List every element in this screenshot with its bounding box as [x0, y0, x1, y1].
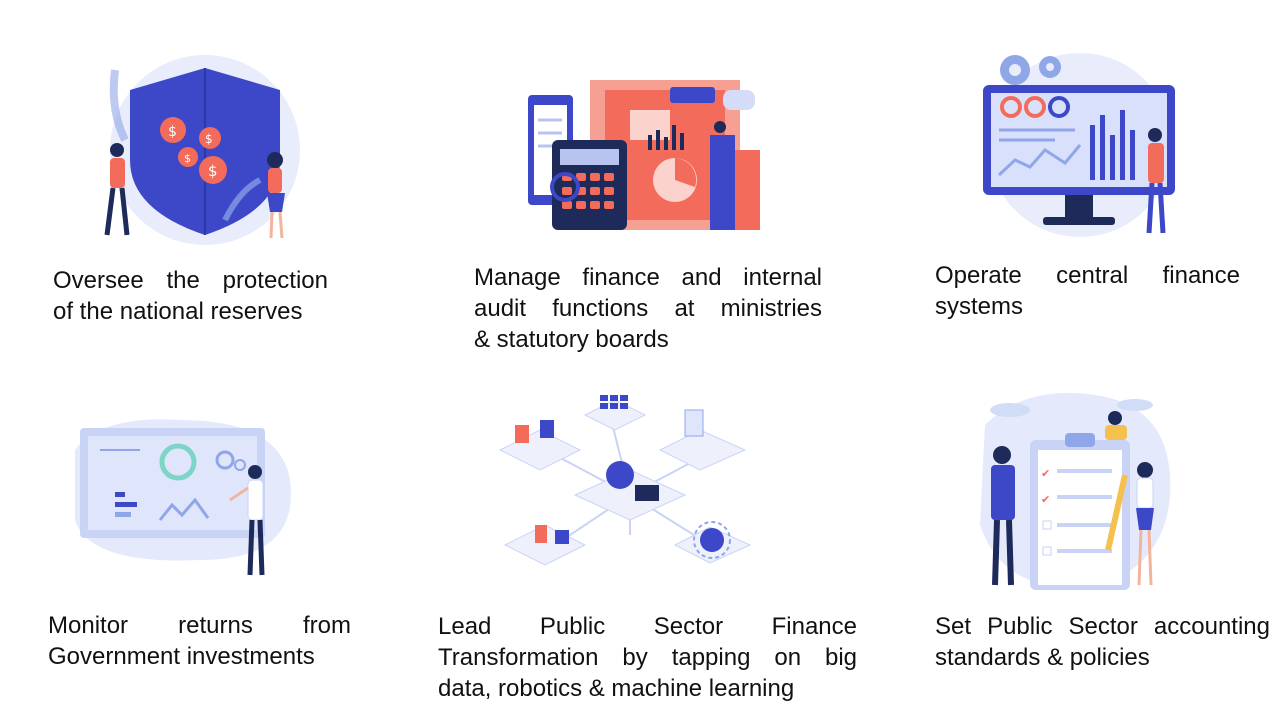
- caption-line: Government investments: [48, 643, 315, 670]
- caption-line: Manage finance and internal: [474, 264, 822, 291]
- card-caption: Lead Public Sector Finance Transformatio…: [438, 611, 857, 704]
- digital-transformation-icon: [495, 385, 765, 580]
- finance-audit-icon: [520, 75, 770, 235]
- svg-text:$: $: [184, 152, 191, 165]
- shield-reserves-icon: $ $ $ $: [95, 50, 310, 245]
- caption-line: data, robotics & machine learning: [438, 675, 795, 702]
- caption-line: systems: [935, 293, 1024, 320]
- investment-monitor-icon: [60, 410, 300, 580]
- caption-line: audit functions at ministries: [474, 295, 822, 322]
- caption-line: Set Public Sector accounting: [935, 613, 1270, 640]
- caption-line: standards & policies: [935, 644, 1150, 671]
- caption-line: & statutory boards: [474, 326, 669, 353]
- caption-line: Monitor returns from: [48, 612, 351, 639]
- standards-checklist-icon: ✔ ✔: [965, 385, 1180, 595]
- card-caption: Monitor returns from Government investme…: [48, 610, 351, 672]
- caption-line: Lead Public Sector Finance: [438, 613, 857, 640]
- svg-text:✔: ✔: [1041, 467, 1050, 480]
- caption-line: Transformation by tapping on big: [438, 644, 857, 671]
- svg-text:$: $: [168, 124, 177, 140]
- caption-line: Operate central finance: [935, 262, 1240, 289]
- card-caption: Oversee the protection of the national r…: [53, 265, 328, 327]
- svg-text:✔: ✔: [1041, 493, 1050, 506]
- caption-line: Oversee the protection: [53, 267, 328, 294]
- card-caption: Operate central finance systems: [935, 260, 1240, 322]
- caption-line: of the national reserves: [53, 298, 303, 325]
- svg-text:$: $: [205, 132, 213, 146]
- svg-text:$: $: [208, 162, 218, 180]
- card-caption: Manage finance and internal audit functi…: [474, 262, 822, 355]
- finance-dashboard-icon: [955, 45, 1195, 240]
- card-caption: Set Public Sector accounting standards &…: [935, 611, 1270, 673]
